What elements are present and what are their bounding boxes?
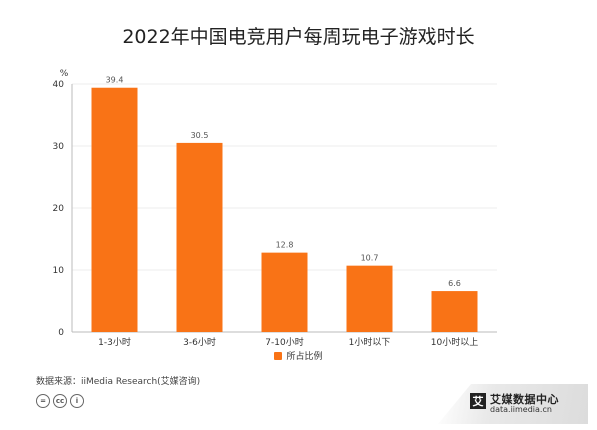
brand-url: data.iimedia.cn: [490, 405, 552, 414]
bar: [176, 142, 223, 332]
x-tick-label: 7-10小时: [265, 336, 303, 348]
bar: [346, 265, 393, 332]
bar: [431, 291, 478, 332]
chart-title: 2022年中国电竞用户每周玩电子游戏时长: [122, 26, 475, 48]
y-tick-label: 30: [53, 142, 65, 152]
x-tick-label: 1小时以下: [349, 336, 391, 348]
legend-label: 所占比例: [286, 352, 323, 362]
bar: [91, 87, 138, 332]
cc-equal-icon: =: [36, 394, 50, 408]
y-tick-label: 40: [53, 80, 65, 90]
x-tick-label: 10小时以上: [431, 336, 478, 348]
legend: 所占比例: [0, 349, 597, 362]
bar: [261, 252, 308, 332]
x-tick-label: 1-3小时: [98, 336, 131, 348]
data-label: 30.5: [191, 131, 209, 140]
data-label: 12.8: [276, 241, 294, 250]
data-source: 数据来源：iiMedia Research(艾媒咨询): [36, 377, 201, 387]
x-tick-label: 3-6小时: [183, 336, 216, 348]
y-tick-label: 10: [53, 266, 65, 276]
license-icons: = cc i: [36, 394, 84, 408]
data-label: 10.7: [361, 254, 379, 263]
y-tick-label: 0: [58, 328, 64, 338]
cc-icon: cc: [53, 394, 67, 408]
cc-attribution-icon: i: [70, 394, 84, 408]
brand-watermark: 艾 艾媒数据中心 data.iimedia.cn: [438, 384, 588, 424]
y-tick-label: 20: [53, 204, 65, 214]
legend-swatch: [274, 351, 283, 360]
brand-name: 艾媒数据中心: [490, 393, 559, 406]
y-unit-label: %: [60, 69, 69, 79]
data-label: 6.6: [448, 279, 461, 288]
data-label: 39.4: [106, 76, 124, 85]
brand-logo-icon: 艾: [470, 393, 486, 409]
